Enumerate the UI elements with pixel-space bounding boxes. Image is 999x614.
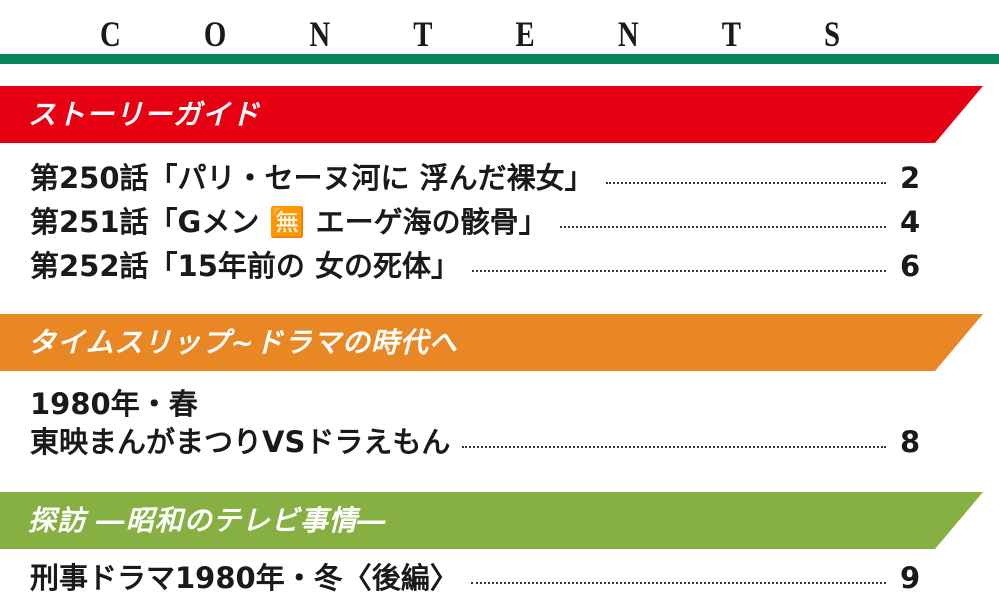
section-band-story-guide: ストーリーガイド (0, 86, 983, 143)
page-number: 2 (900, 161, 921, 195)
toc-entry[interactable]: 第250話「パリ・セーヌ河に 浮んだ裸女」 2 (30, 160, 920, 196)
dot-leader (462, 445, 886, 448)
section-title: 探訪 ―昭和のテレビ事情― (28, 504, 387, 537)
dot-leader (559, 225, 886, 228)
entry-title: 東映まんがまつりVSドラえもん (30, 425, 451, 459)
heading-letter: C (100, 14, 121, 54)
page-number: 4 (900, 205, 921, 239)
toc-entry[interactable]: 第252話「15年前の 女の死体」 6 (30, 248, 920, 284)
toc-entry[interactable]: 刑事ドラマ1980年・冬〈後編〉 9 (30, 560, 920, 596)
entry-title: 刑事ドラマ1980年・冬〈後編〉 (30, 561, 459, 595)
heading-letter: T (413, 14, 433, 54)
entry-title: 第250話「パリ・セーヌ河に 浮んだ裸女」 (30, 161, 594, 195)
entry-title: 第251話「Gメン 🈚 エーゲ海の骸骨」 (30, 205, 548, 239)
dot-leader (472, 269, 886, 272)
section-band-tanbou: 探訪 ―昭和のテレビ事情― (0, 492, 983, 549)
entry-title: 第252話「15年前の 女の死体」 (30, 249, 460, 283)
heading-letter: O (203, 14, 227, 54)
toc-entry[interactable]: 第251話「Gメン 🈚 エーゲ海の骸骨」 4 (30, 204, 920, 240)
heading-letter: T (721, 14, 741, 54)
heading-letter: N (309, 14, 331, 54)
heading-letter: N (617, 14, 639, 54)
section-band-time-slip: タイムスリップ~ドラマの時代へ (0, 314, 983, 371)
dot-leader (470, 581, 886, 584)
page-number: 9 (900, 561, 921, 595)
heading-letter: E (515, 14, 535, 54)
heading-letter: S (823, 14, 840, 54)
page-number: 6 (900, 249, 921, 283)
contents-heading: C O N T E N T S (100, 14, 840, 54)
section-title: ストーリーガイド (28, 98, 261, 131)
page-number: 8 (900, 425, 921, 459)
heading-rule (0, 54, 999, 64)
section-title: タイムスリップ~ドラマの時代へ (28, 326, 458, 359)
entry-title-line1: 1980年・春 (30, 387, 198, 421)
dot-leader (605, 181, 886, 184)
toc-entry[interactable]: 東映まんがまつりVSドラえもん 8 (30, 424, 920, 460)
